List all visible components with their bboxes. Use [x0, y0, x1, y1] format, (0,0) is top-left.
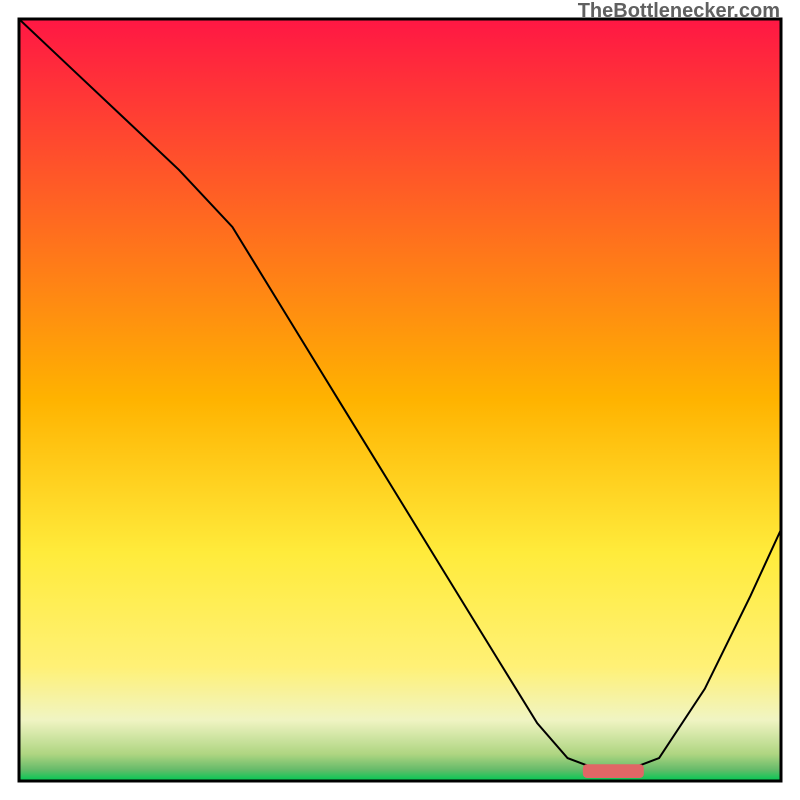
plot-background [19, 19, 781, 781]
bottleneck-chart [0, 0, 800, 800]
optimal-range-marker [583, 764, 644, 778]
watermark-text: TheBottlenecker.com [578, 0, 780, 23]
chart-canvas: TheBottlenecker.com [0, 0, 800, 800]
